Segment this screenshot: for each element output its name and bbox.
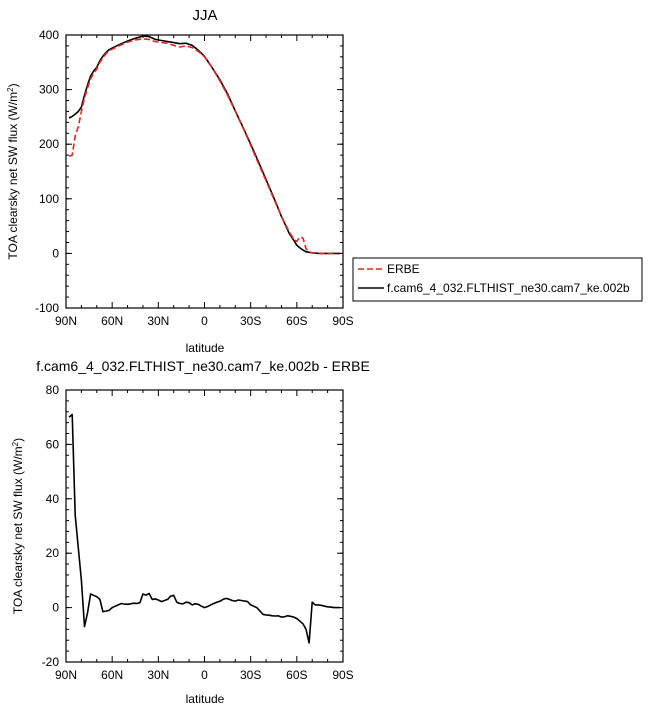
- legend: ERBE f.cam6_4_032.FLTHIST_ne30.cam7_ke.0…: [352, 257, 643, 302]
- x-tick-label: 30S: [240, 314, 261, 328]
- x-tick-label: 90N: [55, 668, 77, 682]
- x-tick-label: 30N: [147, 314, 169, 328]
- x-tick-label: 30S: [240, 668, 261, 682]
- x-tick-label: 60S: [286, 668, 307, 682]
- y-axis-label-text: TOA clearsky net SW flux (W/m2): [6, 83, 21, 259]
- x-tick-label: 30N: [147, 668, 169, 682]
- legend-model-label: f.cam6_4_032.FLTHIST_ne30.cam7_ke.002b: [387, 281, 630, 295]
- legend-box: [352, 257, 643, 302]
- top-panel: JJA TOA clearsky net SW flux (W/m2) lati…: [6, 7, 354, 355]
- legend-erbe-label: ERBE: [387, 262, 420, 276]
- x-tick-label: 60N: [101, 314, 123, 328]
- y-tick-label: 200: [39, 137, 59, 151]
- bottom-panel: f.cam6_4_032.FLTHIST_ne30.cam7_ke.002b -…: [11, 358, 370, 706]
- bottom-panel-y-axis-label: TOA clearsky net SW flux (W/m2): [11, 438, 26, 614]
- x-tick-label: 90N: [55, 314, 77, 328]
- y-tick-label: -100: [35, 301, 59, 315]
- y-tick-label: 400: [39, 28, 59, 42]
- y-tick-label: 0: [52, 601, 59, 615]
- top-panel-y-axis-label: TOA clearsky net SW flux (W/m2): [6, 83, 21, 259]
- x-tick-label: 0: [201, 668, 208, 682]
- bottom-panel-x-axis-label: latitude: [186, 692, 225, 706]
- y-tick-label: 20: [46, 546, 60, 560]
- y-tick-label: 0: [52, 246, 59, 260]
- x-tick-label: 90S: [332, 314, 353, 328]
- bottom-panel-title: f.cam6_4_032.FLTHIST_ne30.cam7_ke.002b -…: [36, 358, 370, 374]
- y-tick-label: 40: [46, 492, 60, 506]
- x-tick-label: 60S: [286, 314, 307, 328]
- y-tick-label: 300: [39, 83, 59, 97]
- x-tick-label: 0: [201, 314, 208, 328]
- x-tick-label: 90S: [332, 668, 353, 682]
- y-tick-label: 80: [46, 383, 60, 397]
- y-tick-label: -20: [42, 655, 60, 669]
- y-axis-label-text: TOA clearsky net SW flux (W/m2): [11, 438, 26, 614]
- top-panel-title: JJA: [192, 7, 217, 24]
- top-panel-plot-frame: [65, 34, 344, 309]
- x-tick-label: 60N: [101, 668, 123, 682]
- y-tick-label: 60: [46, 437, 60, 451]
- top-panel-x-axis-label: latitude: [186, 341, 225, 355]
- series-line-f-cam6-4-032-flthist-ne30-cam7-ke-002b: [68, 35, 340, 255]
- series-line-erbe: [68, 37, 340, 255]
- bottom-panel-plot-frame: [65, 389, 344, 663]
- series-line-difference: [68, 413, 340, 644]
- y-tick-label: 100: [39, 192, 59, 206]
